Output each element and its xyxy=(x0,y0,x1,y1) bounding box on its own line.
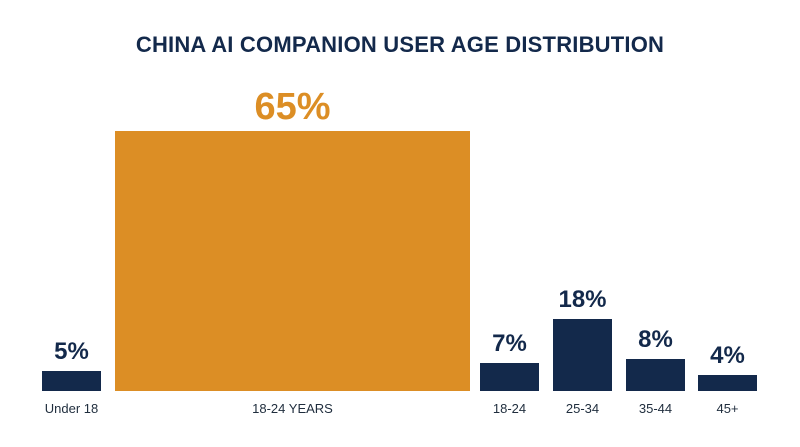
tick-labels-group: Under 18 18-24 YEARS 18-24 25-34 35-44 45+ xyxy=(45,401,739,416)
value-label-under-18: 5% xyxy=(54,338,89,365)
tick-label-45: 45+ xyxy=(716,401,738,416)
bar-25-34 xyxy=(553,319,612,391)
value-label-25-34: 18% xyxy=(558,286,606,313)
tick-label-35-44: 35-44 xyxy=(639,401,672,416)
tick-label-18-24-years: 18-24 YEARS xyxy=(252,401,333,416)
bar-18-24-years xyxy=(115,131,470,391)
value-labels-group: 5% 65% 7% 18% 8% 4% xyxy=(54,86,745,369)
bar-45 xyxy=(698,375,757,391)
value-label-18-24: 7% xyxy=(492,330,527,357)
chart-title: CHINA AI COMPANION USER AGE DISTRIBUTION xyxy=(136,32,664,57)
value-label-18-24-years: 65% xyxy=(254,86,330,128)
tick-label-25-34: 25-34 xyxy=(566,401,599,416)
bars-group xyxy=(42,131,757,391)
bar-18-24 xyxy=(480,363,539,391)
tick-label-under-18: Under 18 xyxy=(45,401,98,416)
bar-35-44 xyxy=(626,359,685,391)
value-label-45: 4% xyxy=(710,342,745,369)
bar-under-18 xyxy=(42,371,101,391)
value-label-35-44: 8% xyxy=(638,326,673,353)
tick-label-18-24: 18-24 xyxy=(493,401,526,416)
